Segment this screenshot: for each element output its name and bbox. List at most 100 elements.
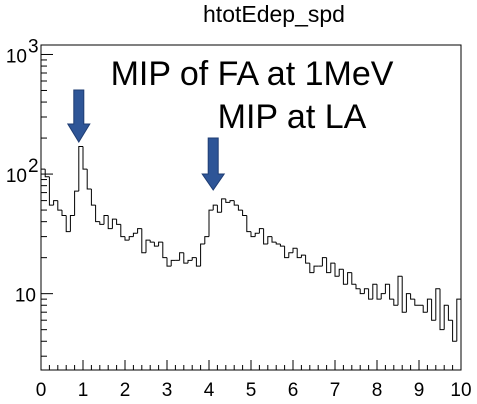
histogram-bin: [166, 257, 172, 267]
histogram-bin: [120, 224, 125, 238]
histogram-bin: [141, 228, 146, 254]
x-tick-label: 6: [288, 380, 299, 401]
histogram-bin: [305, 255, 310, 264]
plot-border: [40, 44, 462, 371]
annotation-mip-fa: MIP of FA at 1MeV: [111, 55, 394, 93]
histogram-bin: [351, 272, 356, 285]
histogram-bin: [263, 228, 268, 245]
histogram-bin: [431, 299, 436, 321]
histogram-bin: [48, 176, 54, 206]
annotation-mip-la: MIP at LA: [218, 98, 367, 136]
histogram-bin: [279, 244, 285, 247]
histogram-bin: [86, 169, 92, 190]
histogram-bin: [242, 210, 247, 217]
histogram-bin: [170, 259, 176, 267]
y-tick-exponent: 2: [28, 156, 39, 177]
histogram-bin: [179, 252, 184, 261]
x-tick-label: 3: [162, 380, 173, 401]
histogram-bin: [258, 228, 264, 234]
histogram-bin: [246, 215, 251, 233]
histogram-bin: [187, 259, 193, 264]
histogram-bin: [149, 240, 155, 243]
histogram-bin: [158, 241, 163, 247]
histogram-bin: [443, 304, 449, 330]
histogram-bin: [359, 288, 365, 295]
histogram-bin: [389, 284, 394, 300]
histogram-bin: [267, 236, 272, 245]
histogram-bins: [41, 146, 461, 342]
histogram-bin: [435, 288, 440, 321]
histogram-bin: [401, 276, 407, 313]
annotations: MIP of FA at 1MeV MIP at LA: [66, 55, 394, 191]
histogram-bin: [288, 252, 293, 258]
plot-frame: [40, 44, 462, 371]
histogram-bin: [334, 263, 340, 277]
x-axis-ticks: 0 1 2 3 4 5 6 7 8 9 10: [36, 360, 472, 401]
x-tick-label: 0: [36, 380, 47, 401]
histogram-bin: [309, 263, 314, 274]
histogram-bin: [393, 299, 398, 306]
histogram-bin: [414, 299, 419, 306]
histogram-bin: [132, 232, 138, 237]
histogram-bin: [422, 305, 428, 313]
histogram-bin: [410, 293, 415, 300]
histogram-bin: [229, 200, 235, 203]
histogram-bin: [69, 215, 75, 232]
histogram-bin: [275, 242, 281, 245]
histogram-bin: [191, 257, 197, 261]
histogram-bin: [61, 210, 67, 217]
histogram-bin: [195, 257, 201, 267]
histogram-bin: [153, 242, 159, 247]
histogram-bin: [44, 169, 50, 178]
histogram-bin: [225, 198, 230, 203]
histogram-bin: [124, 236, 130, 241]
histogram-bin: [292, 247, 298, 253]
histogram-bin: [439, 288, 445, 331]
histogram-bin: [237, 205, 243, 211]
histogram-bin: [216, 205, 222, 213]
y-tick-label: 10: [15, 286, 36, 307]
histogram-bin: [380, 293, 386, 300]
x-tick-label: 4: [204, 380, 215, 401]
histogram-bin: [300, 254, 306, 258]
x-tick-label: 5: [246, 380, 257, 401]
chart-title: htotEdep_spd: [203, 1, 345, 27]
histogram-bin: [107, 215, 113, 230]
histogram-bin: [376, 284, 382, 300]
histogram-bin: [342, 269, 348, 285]
histogram-bin: [384, 283, 390, 294]
histogram-bin: [95, 205, 100, 223]
histogram-bin: [363, 288, 369, 294]
histogram-bin: [204, 236, 209, 245]
histogram-bin: [326, 257, 331, 274]
histogram-bin: [233, 200, 239, 206]
histogram-bin: [221, 198, 226, 213]
histogram-bin: [103, 215, 109, 225]
x-tick-label: 10: [450, 380, 471, 401]
y-tick-exponent: 3: [28, 36, 39, 57]
histogram-bin: [347, 272, 352, 285]
x-tick-label: 8: [372, 380, 383, 401]
x-tick-label: 1: [78, 380, 89, 401]
histogram-bin: [212, 204, 218, 211]
x-tick-label: 2: [120, 380, 131, 401]
histogram-bin: [128, 236, 134, 241]
histogram-bin: [456, 298, 461, 342]
histogram-bin: [250, 231, 256, 238]
arrow-icon: [66, 89, 91, 143]
histogram-bin: [65, 215, 71, 233]
histogram-bin: [183, 252, 188, 264]
x-tick-label: 9: [414, 380, 425, 401]
histogram-bin: [74, 190, 79, 216]
histogram-bin: [296, 248, 302, 259]
histogram-bin: [372, 283, 377, 300]
histogram-bin: [137, 228, 142, 234]
histogram-bin: [145, 239, 151, 253]
histogram-bin: [162, 242, 167, 259]
histogram-bin: [368, 288, 373, 300]
histogram-bin: [82, 146, 88, 170]
x-tick-label: 7: [330, 380, 341, 401]
histogram-bin: [426, 298, 432, 313]
